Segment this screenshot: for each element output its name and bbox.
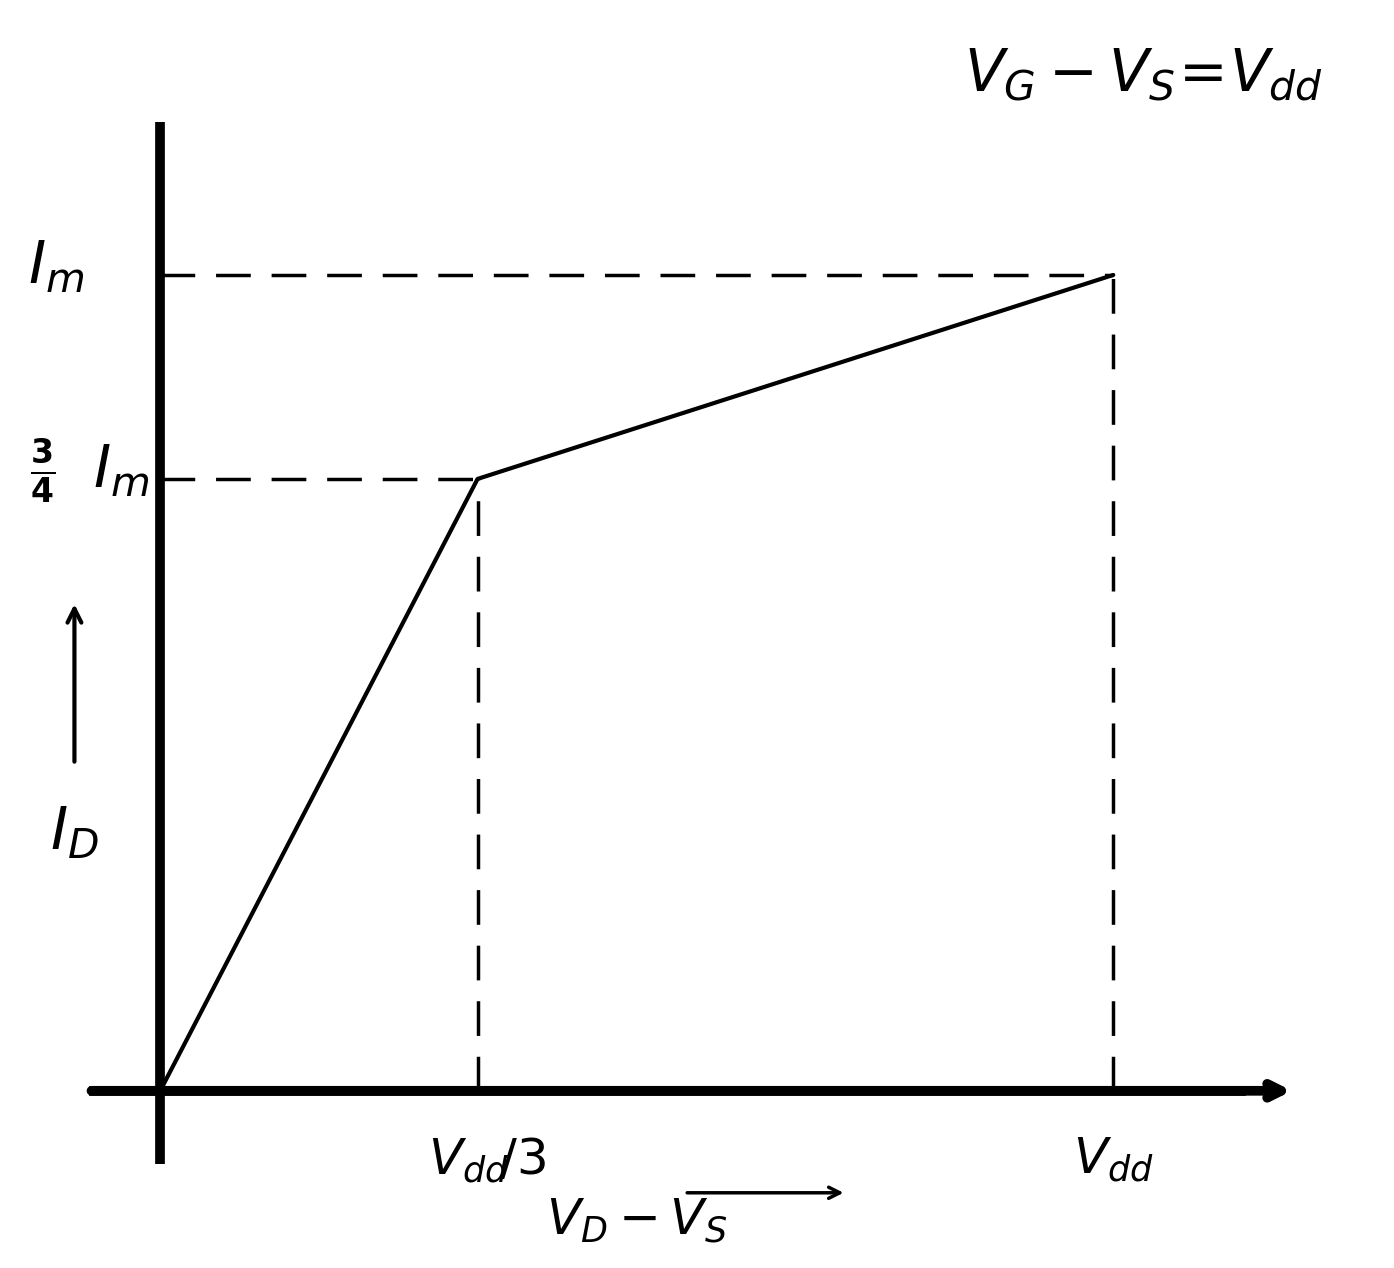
Text: $\mathit{V_G}-\mathit{V_S}\!=\!\mathit{V_{dd}}$: $\mathit{V_G}-\mathit{V_S}\!=\!\mathit{V… bbox=[963, 47, 1323, 104]
Text: $\mathit{I_D}$: $\mathit{I_D}$ bbox=[50, 805, 99, 862]
Text: $\mathit{V_{dd}}\!/3$: $\mathit{V_{dd}}\!/3$ bbox=[428, 1136, 546, 1186]
Text: $\mathbf{\frac{3}{4}}$: $\mathbf{\frac{3}{4}}$ bbox=[31, 436, 56, 505]
Text: $\mathit{V_{dd}}$: $\mathit{V_{dd}}$ bbox=[1073, 1136, 1154, 1184]
Text: $\mathit{I_m}$: $\mathit{I_m}$ bbox=[93, 443, 149, 498]
Text: $\mathit{I_m}$: $\mathit{I_m}$ bbox=[28, 238, 84, 294]
Text: $\mathit{V_D} - \mathit{V_S}$: $\mathit{V_D} - \mathit{V_S}$ bbox=[546, 1197, 728, 1246]
